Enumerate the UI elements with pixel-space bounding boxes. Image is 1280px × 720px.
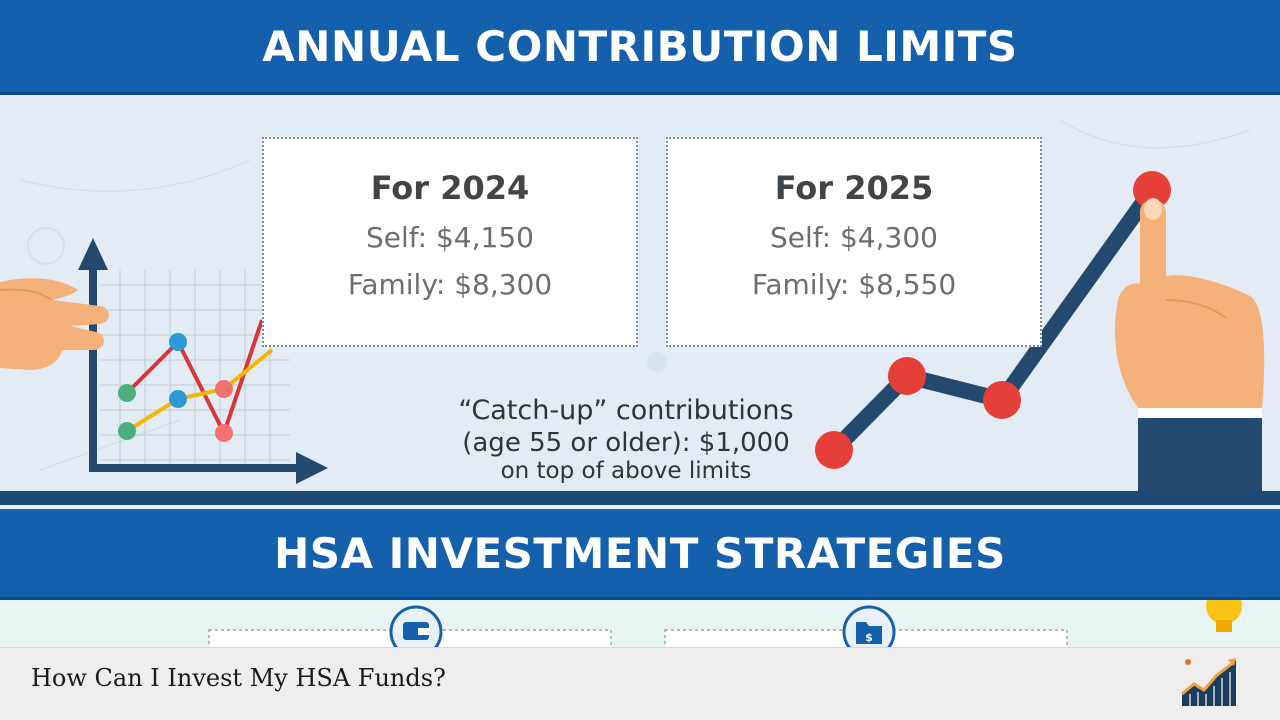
limits-card-2025: For 2025 Self: $4,300 Family: $8,550 (666, 137, 1042, 347)
contribution-limits-banner: ANNUAL CONTRIBUTION LIMITS (0, 0, 1280, 95)
card-family-limit: Family: $8,300 (347, 268, 553, 301)
card-year: For 2025 (774, 169, 934, 207)
catch-up-note: “Catch-up” contributions (age 55 or olde… (420, 395, 832, 484)
limits-card-2024: For 2024 Self: $4,150 Family: $8,300 (262, 137, 638, 347)
site-logo-icon[interactable] (1178, 654, 1240, 712)
card-self-limit: Self: $4,150 (366, 221, 534, 254)
svg-text:$: $ (865, 631, 873, 644)
investment-strategies-banner: HSA INVESTMENT STRATEGIES (0, 509, 1280, 600)
card-self-limit: Self: $4,300 (770, 221, 938, 254)
investment-strategies-title: HSA INVESTMENT STRATEGIES (274, 528, 1006, 578)
contribution-limits-title: ANNUAL CONTRIBUTION LIMITS (262, 21, 1018, 71)
catch-up-line-3: on top of above limits (500, 458, 752, 484)
page-caption[interactable]: How Can I Invest My HSA Funds? (31, 664, 446, 692)
card-year: For 2024 (370, 169, 530, 207)
caption-bar (0, 647, 1280, 720)
catch-up-line-2: (age 55 or older): $1,000 (462, 428, 790, 458)
card-family-limit: Family: $8,550 (751, 268, 957, 301)
catch-up-line-1: “Catch-up” contributions (458, 395, 794, 426)
